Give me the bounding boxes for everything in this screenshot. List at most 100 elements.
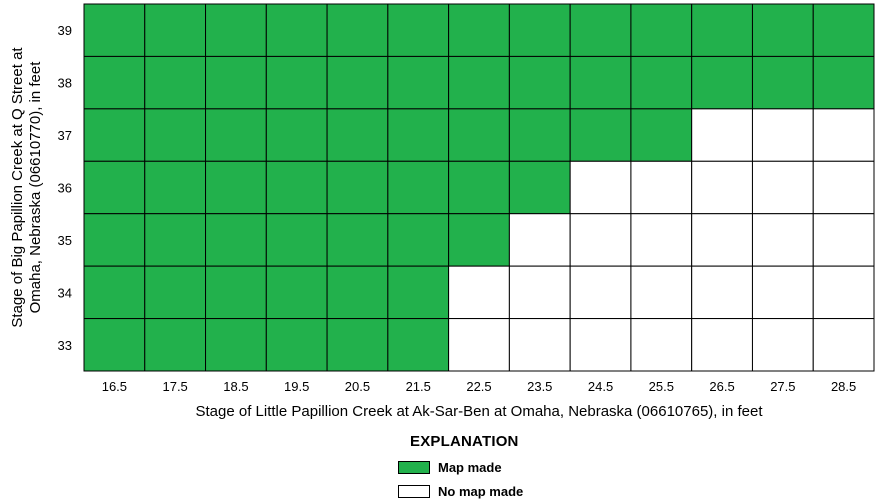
heatmap-cell — [691, 55, 753, 110]
legend-swatch-map-made — [398, 460, 430, 474]
heatmap-cell — [387, 3, 450, 57]
heatmap-cell — [387, 213, 450, 267]
heatmap-cell — [569, 265, 632, 320]
heatmap-cell — [630, 3, 693, 57]
heatmap-cell — [83, 318, 146, 372]
heatmap-cell — [326, 3, 389, 57]
y-tick-label: 36 — [58, 181, 72, 196]
heatmap-cell — [691, 265, 753, 320]
heatmap-cell — [448, 265, 510, 320]
heatmap-cell — [83, 213, 146, 267]
y-tick-label: 34 — [58, 285, 72, 300]
y-axis-label-line-2: Omaha, Nebraska (06610770), in feet — [27, 61, 44, 314]
x-tick-label: 18.5 — [223, 379, 248, 394]
heatmap-cell — [691, 318, 753, 372]
heatmap-cell — [326, 318, 389, 372]
heatmap-cell — [144, 55, 207, 110]
heatmap-cell — [569, 55, 632, 110]
heatmap-cell — [83, 108, 146, 162]
heatmap-cell — [265, 55, 328, 110]
heatmap-cell — [448, 160, 510, 215]
heatmap-cell — [691, 3, 753, 57]
heatmap-cell — [630, 108, 693, 162]
heatmap-cell — [508, 318, 571, 372]
heatmap-cell — [812, 108, 875, 162]
heatmap-cell — [265, 213, 328, 267]
heatmap-cell — [326, 55, 389, 110]
heatmap-cell — [569, 108, 632, 162]
heatmap-cell — [751, 108, 814, 162]
heatmap-cell — [205, 318, 267, 372]
heatmap-cell — [265, 108, 328, 162]
heatmap-cell — [691, 108, 753, 162]
x-tick-label: 24.5 — [588, 379, 613, 394]
heatmap-cell — [508, 108, 571, 162]
heatmap-cell — [265, 265, 328, 320]
heatmap-cell — [812, 55, 875, 110]
y-axis-label: Stage of Big Papillion Creek at Q Street… — [9, 47, 44, 328]
x-tick-label: 21.5 — [406, 379, 431, 394]
heatmap-cell — [83, 3, 146, 57]
heatmap-cell — [691, 160, 753, 215]
heatmap-cell — [265, 318, 328, 372]
heatmap-cell — [205, 160, 267, 215]
heatmap-cell — [812, 318, 875, 372]
x-axis-label: Stage of Little Papillion Creek at Ak-Sa… — [196, 403, 764, 420]
heatmap-cell — [508, 55, 571, 110]
heatmap-cell — [751, 318, 814, 372]
heatmap-cell — [144, 265, 207, 320]
legend-title: EXPLANATION — [410, 433, 519, 450]
x-tick-label: 16.5 — [102, 379, 127, 394]
heatmap-cell — [448, 318, 510, 372]
heatmap-cell — [326, 108, 389, 162]
heatmap-cell — [326, 265, 389, 320]
y-tick-label: 35 — [58, 233, 72, 248]
heatmap-cell — [326, 213, 389, 267]
heatmap-cell — [508, 3, 571, 57]
legend-swatch-no-map-made — [398, 484, 430, 498]
heatmap-cell — [630, 213, 693, 267]
heatmap-cell — [326, 160, 389, 215]
heatmap-cell — [751, 213, 814, 267]
heatmap-cell — [569, 160, 632, 215]
heatmap-cells — [83, 3, 875, 372]
legend-item-no-map-made: No map made — [398, 482, 523, 500]
heatmap-cell — [448, 108, 510, 162]
heatmap-cell — [812, 160, 875, 215]
heatmap-cell — [205, 213, 267, 267]
heatmap-cell — [387, 318, 450, 372]
y-axis-label-line-1: Stage of Big Papillion Creek at Q Street… — [9, 47, 26, 328]
heatmap-cell — [569, 3, 632, 57]
x-tick-label: 19.5 — [284, 379, 309, 394]
heatmap-cell — [630, 265, 693, 320]
heatmap-cell — [387, 160, 450, 215]
x-tick-label: 20.5 — [345, 379, 370, 394]
y-tick-labels: 39 38 37 36 35 34 33 — [58, 23, 72, 353]
x-tick-label: 23.5 — [527, 379, 552, 394]
heatmap-cell — [205, 265, 267, 320]
heatmap-cell — [508, 213, 571, 267]
heatmap-cell — [144, 108, 207, 162]
heatmap-cell — [448, 55, 510, 110]
heatmap-cell — [812, 213, 875, 267]
heatmap-cell — [83, 160, 146, 215]
y-tick-label: 33 — [58, 338, 72, 353]
x-tick-label: 26.5 — [709, 379, 734, 394]
y-tick-label: 37 — [58, 128, 72, 143]
heatmap-cell — [205, 108, 267, 162]
heatmap-cell — [569, 213, 632, 267]
heatmap-cell — [691, 213, 753, 267]
heatmap-cell — [144, 318, 207, 372]
heatmap-cell — [387, 55, 450, 110]
heatmap-cell — [751, 55, 814, 110]
heatmap-cell — [448, 213, 510, 267]
heatmap-cell — [265, 160, 328, 215]
heatmap-cell — [751, 265, 814, 320]
heatmap-cell — [387, 265, 450, 320]
heatmap-cell — [448, 3, 510, 57]
heatmap-cell — [751, 3, 814, 57]
legend-label-no-map-made: No map made — [438, 483, 524, 499]
heatmap-cell — [508, 160, 571, 215]
x-tick-label: 28.5 — [831, 379, 856, 394]
